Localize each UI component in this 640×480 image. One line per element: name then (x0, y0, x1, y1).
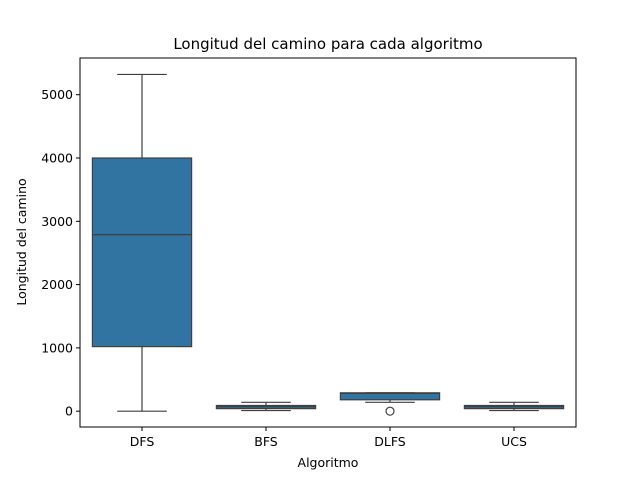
y-tick-label: 4000 (41, 151, 73, 166)
box-bfs (215, 401, 317, 412)
y-tick-label: 3000 (41, 214, 73, 229)
x-tick-label: BFS (254, 434, 278, 449)
box-ucs (463, 401, 565, 412)
iqr-box (91, 157, 193, 348)
x-tick-label: DFS (130, 434, 155, 449)
x-tick-label: DLFS (374, 434, 406, 449)
x-axis-ticks: DFS BFS DLFS UCS (130, 427, 527, 449)
box-dfs (91, 73, 193, 412)
plot-frame (79, 57, 577, 428)
y-tick-label: 0 (65, 404, 73, 419)
y-tick-label: 1000 (41, 340, 73, 355)
x-axis-label: Algoritmo (298, 455, 359, 470)
y-tick-label: 5000 (41, 87, 73, 102)
y-axis-ticks: 0 1000 2000 3000 4000 5000 (41, 87, 80, 419)
y-axis-label: Longitud del camino (14, 178, 29, 305)
box-dlfs (339, 392, 441, 416)
y-tick-label: 2000 (41, 277, 73, 292)
chart-title: Longitud del camino para cada algoritmo (173, 35, 482, 53)
outlier-point (385, 406, 395, 416)
plot-area (91, 73, 565, 416)
iqr-box (339, 392, 441, 401)
x-tick-label: UCS (501, 434, 527, 449)
